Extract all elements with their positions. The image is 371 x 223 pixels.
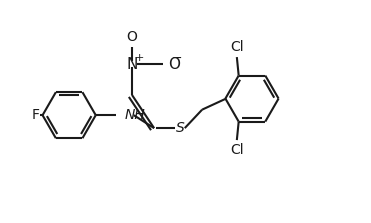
Text: F: F xyxy=(32,108,40,122)
Text: Cl: Cl xyxy=(230,41,244,54)
Text: Cl: Cl xyxy=(230,143,244,157)
Text: −: − xyxy=(172,52,183,65)
Text: O: O xyxy=(127,30,137,44)
Text: O: O xyxy=(168,57,180,72)
Text: N: N xyxy=(127,57,138,72)
Text: +: + xyxy=(135,53,144,63)
Text: NH: NH xyxy=(125,108,145,122)
Text: S: S xyxy=(175,121,184,135)
